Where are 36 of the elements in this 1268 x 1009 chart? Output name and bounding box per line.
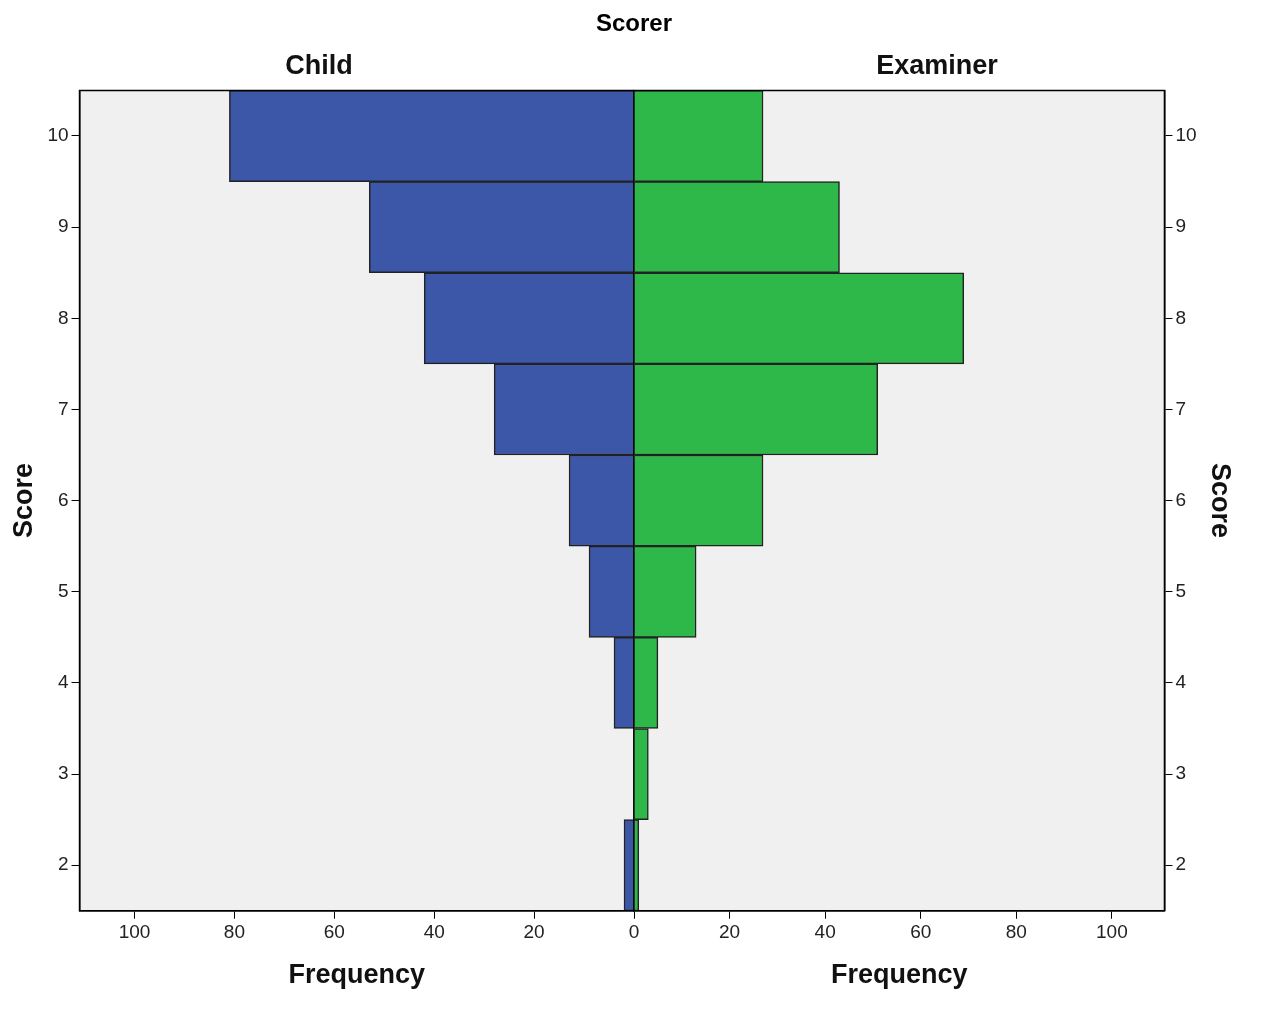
text: Scorer bbox=[594, 8, 673, 38]
x-tick-label: 100 bbox=[118, 921, 151, 943]
y-tick-label: 7 bbox=[1175, 397, 1187, 419]
y-tick-label: 9 bbox=[1175, 215, 1187, 237]
chart-title: Child bbox=[285, 49, 353, 80]
y-tick-label: 8 bbox=[1175, 306, 1187, 328]
y-tick-label: 4 bbox=[1175, 671, 1187, 693]
x-axis-title: Frequency bbox=[830, 959, 968, 990]
x-tick-label: 0 bbox=[628, 921, 640, 943]
y-tick-label: 5 bbox=[57, 579, 69, 601]
y-tick-label: 2 bbox=[57, 853, 69, 875]
y-axis-title: Score bbox=[7, 463, 38, 539]
x-tick-label: 40 bbox=[814, 921, 836, 943]
y-tick-label: 3 bbox=[57, 762, 69, 784]
x-tick-label: 60 bbox=[323, 921, 345, 943]
y-tick-label: 10 bbox=[1175, 124, 1197, 146]
y-tick-label: 6 bbox=[57, 488, 69, 510]
y-tick-label: 8 bbox=[57, 306, 69, 328]
x-tick-label: 20 bbox=[523, 921, 545, 943]
y-tick-label: 10 bbox=[47, 124, 69, 146]
y-tick-label: 3 bbox=[1175, 762, 1187, 784]
x-tick-label: 40 bbox=[423, 921, 445, 943]
y-tick-label: 5 bbox=[1175, 579, 1187, 601]
y-axis-title: Score bbox=[1206, 463, 1237, 539]
x-tick-label: 80 bbox=[1005, 921, 1027, 943]
y-tick-label: 9 bbox=[57, 215, 69, 237]
x-axis-title: Frequency bbox=[288, 959, 426, 990]
y-tick-label: 2 bbox=[1175, 853, 1187, 875]
x-tick-label: 20 bbox=[719, 921, 741, 943]
y-tick-label: 6 bbox=[1175, 488, 1187, 510]
y-tick-label: 4 bbox=[57, 671, 69, 693]
x-tick-label: 80 bbox=[223, 921, 245, 943]
x-tick-label: 100 bbox=[1096, 921, 1128, 943]
y-tick-label: 7 bbox=[57, 397, 69, 419]
x-tick-label: 60 bbox=[910, 921, 932, 943]
chart-title: Examiner bbox=[876, 49, 999, 80]
